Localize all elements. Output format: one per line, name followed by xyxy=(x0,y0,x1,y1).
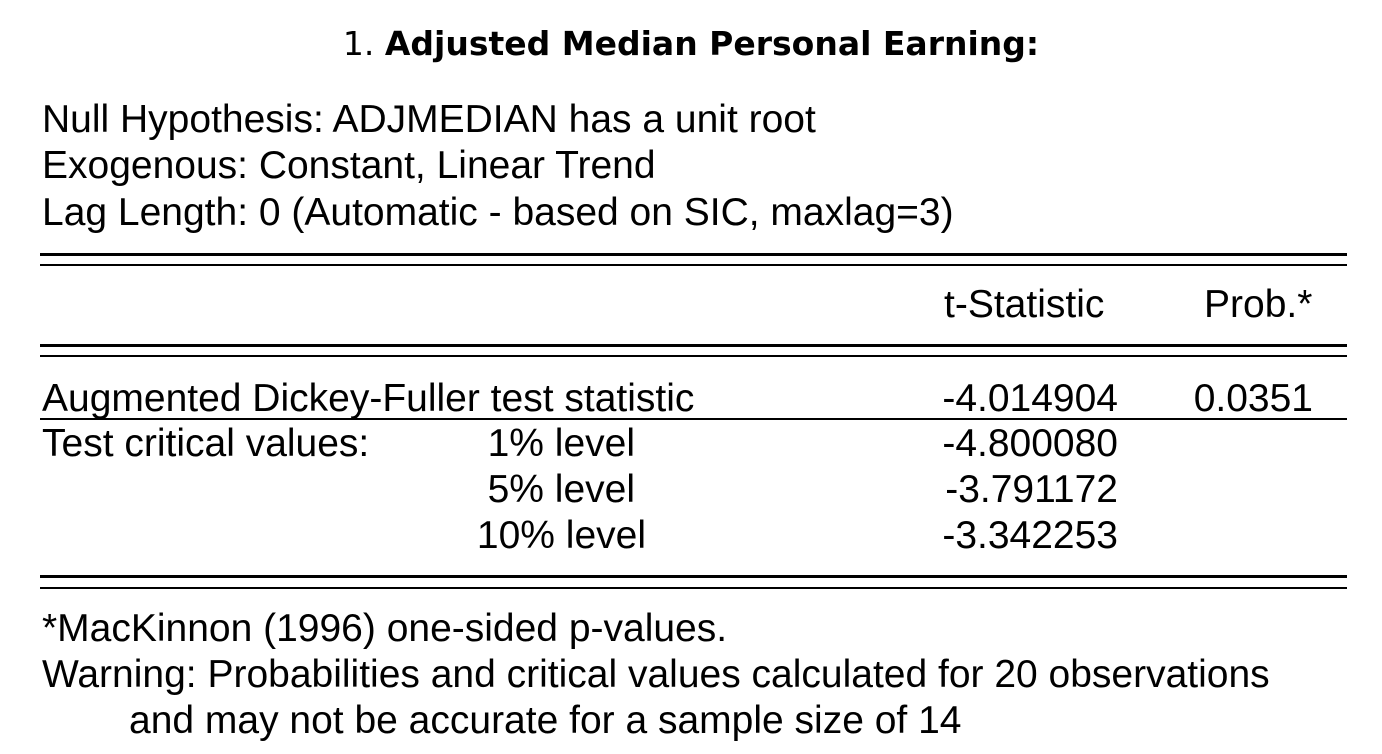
critical-level-label: 10% level xyxy=(476,514,646,557)
critical-level-label: 1% level xyxy=(487,422,635,465)
section-heading: 1. Adjusted Median Personal Earning: xyxy=(0,20,1382,68)
critical-level-label: 5% level xyxy=(487,468,635,511)
column-header-prob: Prob.* xyxy=(1204,283,1313,326)
adf-t-statistic: -4.014904 xyxy=(942,377,1118,420)
lag-length-line: Lag Length: 0 (Automatic - based on SIC,… xyxy=(42,191,954,234)
warning-line-1: Warning: Probabilities and critical valu… xyxy=(42,653,1270,696)
section-number: 1. xyxy=(342,24,375,63)
null-hypothesis-line: Null Hypothesis: ADJMEDIAN has a unit ro… xyxy=(42,98,816,141)
table-top-rule xyxy=(40,253,1347,256)
exogenous-line: Exogenous: Constant, Linear Trend xyxy=(42,144,656,187)
table-bottom-rule xyxy=(40,575,1347,578)
adf-row-rule xyxy=(40,418,1347,420)
header-bottom-rule xyxy=(40,344,1347,347)
adf-prob: 0.0351 xyxy=(1193,377,1313,420)
table-bottom-rule-inner xyxy=(40,587,1347,589)
header-bottom-rule-inner xyxy=(40,355,1347,357)
adf-row-label: Augmented Dickey-Fuller test statistic xyxy=(42,377,695,420)
table-top-rule-inner xyxy=(40,264,1347,266)
critical-values-label: Test critical values: xyxy=(42,422,370,465)
warning-line-2: and may not be accurate for a sample siz… xyxy=(129,699,962,742)
critical-value: -4.800080 xyxy=(942,422,1118,465)
mackinnon-footnote: *MacKinnon (1996) one-sided p-values. xyxy=(42,607,728,650)
section-title: Adjusted Median Personal Earning: xyxy=(384,24,1040,63)
critical-value: -3.791172 xyxy=(945,468,1118,511)
critical-value: -3.342253 xyxy=(942,514,1118,557)
column-header-t-statistic: t-Statistic xyxy=(944,283,1105,326)
